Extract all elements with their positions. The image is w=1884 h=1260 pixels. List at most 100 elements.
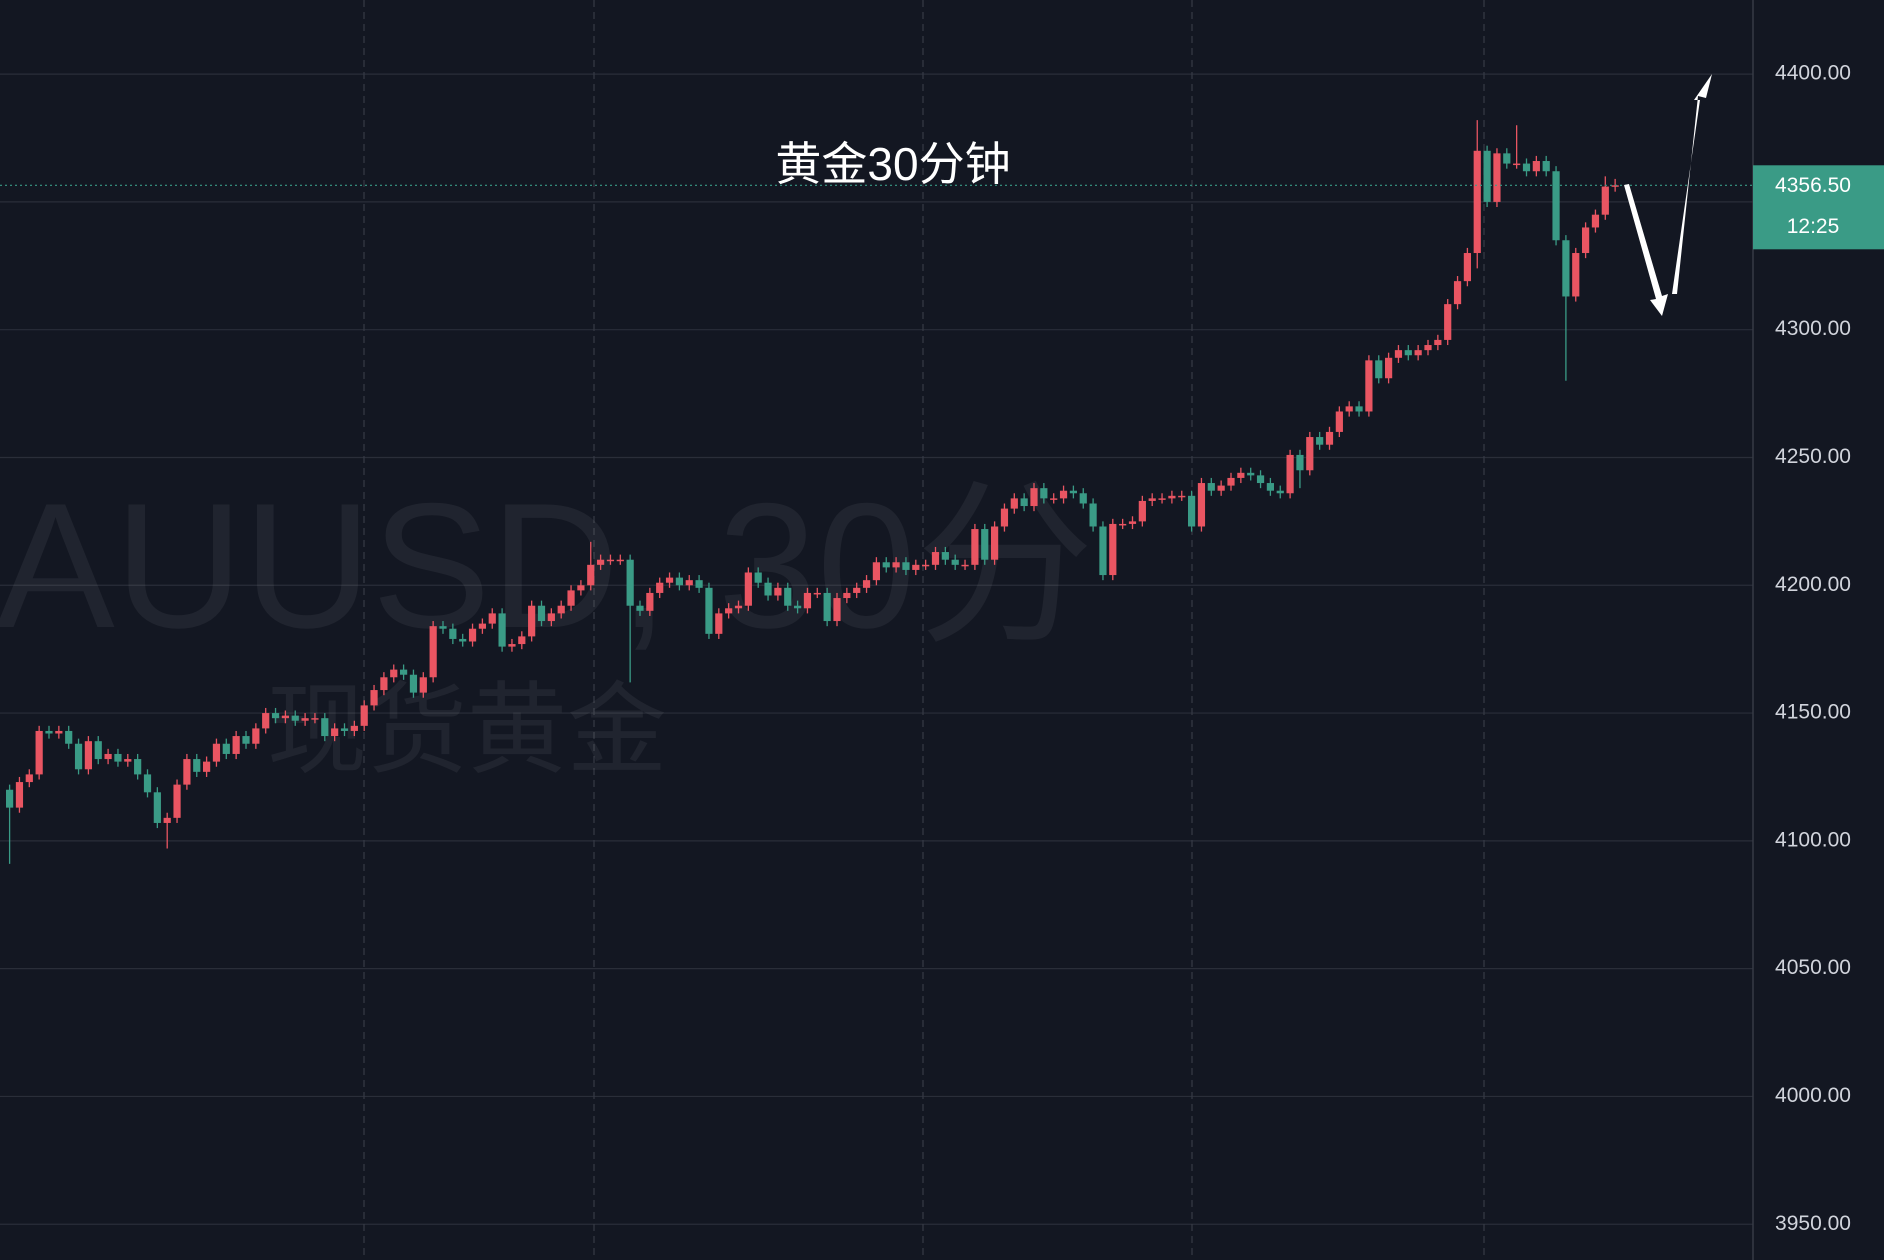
candle-body bbox=[725, 608, 733, 614]
candle-body bbox=[291, 715, 299, 721]
candle-body bbox=[1247, 472, 1255, 476]
candle-body bbox=[301, 718, 309, 721]
candle-body bbox=[380, 677, 388, 691]
candle-body bbox=[35, 730, 43, 775]
candle-body bbox=[6, 789, 14, 808]
candle-body bbox=[1256, 475, 1265, 484]
candle-body bbox=[675, 577, 683, 586]
candle-body bbox=[764, 582, 772, 596]
candle-body bbox=[971, 529, 979, 565]
candle-body bbox=[1473, 150, 1481, 254]
candle-body bbox=[1394, 350, 1403, 358]
candle-body bbox=[262, 713, 270, 729]
candle-body bbox=[94, 741, 102, 760]
candle-body bbox=[813, 592, 821, 595]
candle-body bbox=[193, 759, 201, 772]
annotation-arrows bbox=[1624, 74, 1712, 316]
arrow-up bbox=[1672, 74, 1712, 294]
candle-body bbox=[1079, 493, 1087, 504]
candle-body bbox=[665, 577, 674, 583]
candle-body bbox=[1316, 437, 1324, 445]
candle-body bbox=[1030, 488, 1038, 507]
candle-body bbox=[1227, 477, 1235, 486]
candle-body bbox=[1552, 171, 1560, 241]
candle-body bbox=[616, 559, 624, 562]
candle-body bbox=[1010, 498, 1018, 509]
candle-body bbox=[508, 644, 516, 647]
candle-body bbox=[65, 730, 73, 744]
candle-body bbox=[862, 580, 871, 588]
candle-body bbox=[1463, 253, 1471, 282]
candle-body bbox=[912, 564, 920, 570]
y-tick-label: 4400.00 bbox=[1775, 62, 1851, 85]
candle-body bbox=[340, 728, 349, 731]
candle-body bbox=[55, 730, 63, 734]
candle-body bbox=[1306, 437, 1314, 471]
y-tick-label: 4150.00 bbox=[1775, 701, 1851, 724]
candle-body bbox=[1532, 161, 1540, 172]
candle-body bbox=[1040, 488, 1048, 499]
candle-body bbox=[1444, 304, 1452, 340]
candle-body bbox=[1375, 360, 1383, 379]
current-price-label: 4356.50 bbox=[1775, 174, 1851, 197]
candle-body bbox=[1296, 454, 1304, 471]
candle-body bbox=[15, 782, 24, 808]
candle-body bbox=[1385, 357, 1393, 379]
candles bbox=[6, 120, 1619, 864]
candle-body bbox=[1059, 490, 1068, 499]
candle-body bbox=[84, 741, 92, 770]
candle-body bbox=[902, 562, 910, 570]
candle-body bbox=[843, 592, 851, 599]
candle-body bbox=[1109, 523, 1117, 576]
candle-body bbox=[705, 587, 713, 634]
candle-body bbox=[1168, 495, 1176, 499]
candle-body bbox=[104, 753, 112, 760]
candle-body bbox=[350, 725, 358, 731]
candle-body bbox=[242, 736, 250, 744]
current-price-tag bbox=[1753, 165, 1884, 250]
candle-body bbox=[774, 587, 782, 596]
candle-body bbox=[1365, 360, 1373, 412]
candle-body bbox=[331, 728, 339, 737]
candle-body bbox=[153, 792, 161, 823]
candle-body bbox=[419, 677, 427, 693]
candle-body bbox=[360, 705, 368, 726]
candle-body bbox=[991, 526, 999, 560]
candle-body bbox=[1207, 483, 1215, 491]
candle-body bbox=[498, 613, 506, 647]
candle-body bbox=[311, 718, 319, 720]
candle-body bbox=[370, 690, 378, 706]
candle-body bbox=[1335, 411, 1343, 432]
candle-body bbox=[744, 572, 752, 606]
candle-body bbox=[685, 580, 693, 586]
candle-body bbox=[173, 784, 181, 818]
candle-body bbox=[124, 759, 132, 762]
candle-body bbox=[715, 613, 723, 634]
candle-body bbox=[163, 817, 171, 823]
candle-body bbox=[528, 605, 536, 637]
candle-body bbox=[45, 730, 53, 734]
candle-body bbox=[754, 572, 762, 583]
candle-body bbox=[833, 598, 841, 622]
candle-body bbox=[1542, 161, 1550, 172]
candle-body bbox=[734, 605, 743, 609]
candle-body bbox=[1286, 454, 1294, 494]
candle-body bbox=[143, 774, 152, 793]
y-tick-label: 4300.00 bbox=[1775, 317, 1851, 340]
candle-body bbox=[1148, 498, 1156, 501]
candle-body bbox=[1522, 163, 1531, 172]
candle-body bbox=[281, 715, 289, 719]
candle-body bbox=[1138, 500, 1146, 522]
candle-body bbox=[1562, 240, 1570, 297]
candle-body bbox=[803, 592, 812, 609]
y-tick-label: 4100.00 bbox=[1775, 828, 1851, 851]
candle-body bbox=[1069, 490, 1077, 494]
candle-body bbox=[587, 564, 595, 586]
candle-body bbox=[626, 559, 634, 606]
candle-body bbox=[1099, 526, 1107, 576]
candle-body bbox=[222, 743, 230, 754]
candle-body bbox=[1404, 350, 1412, 356]
candle-body bbox=[183, 759, 191, 785]
